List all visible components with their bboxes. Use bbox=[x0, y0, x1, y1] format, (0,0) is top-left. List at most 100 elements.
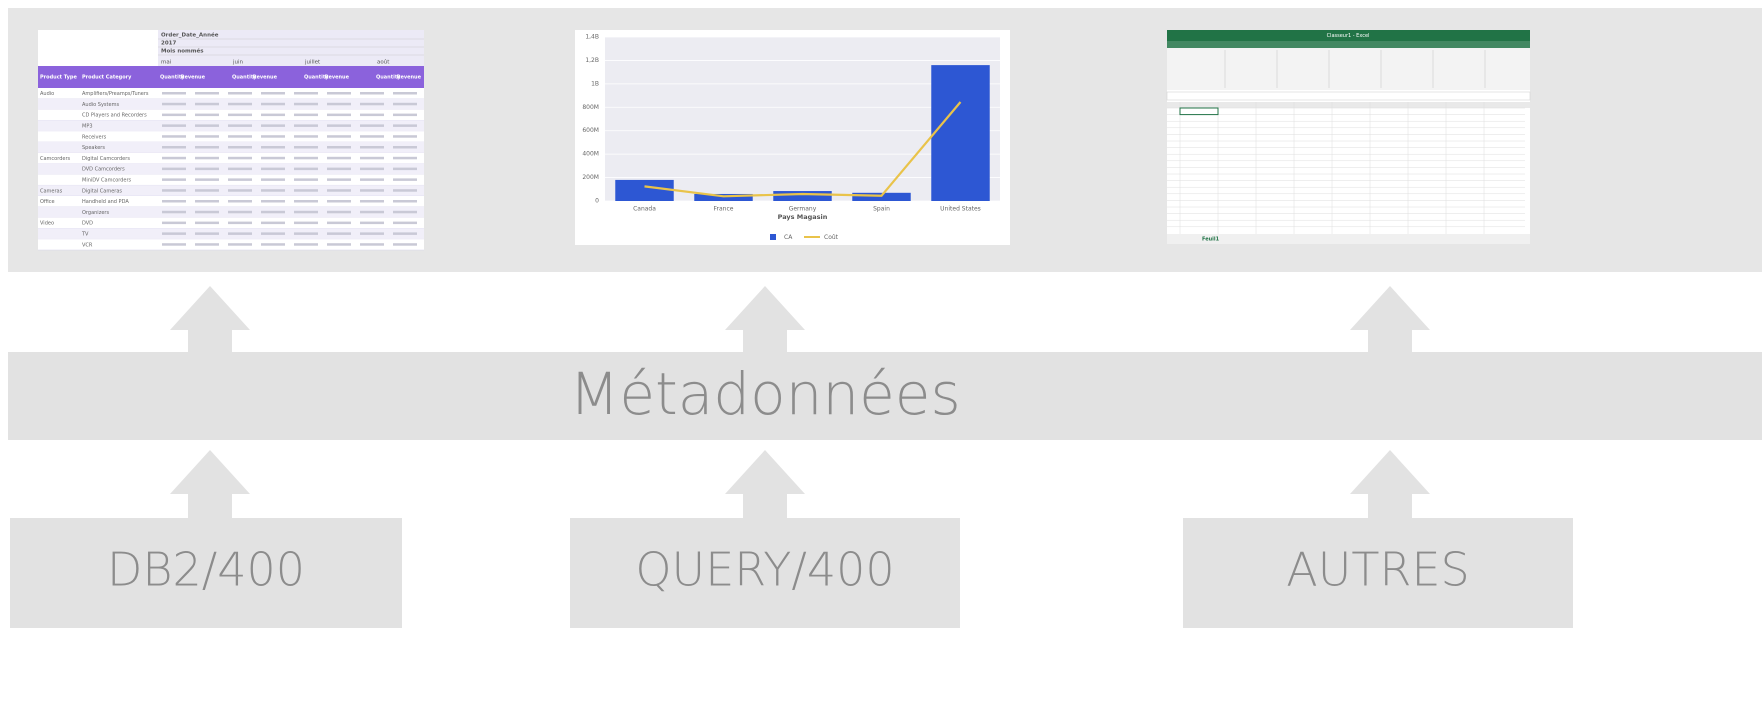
cell-figure bbox=[228, 243, 252, 246]
window-title: Classeur1 - Excel bbox=[1327, 33, 1370, 39]
row-text: MP3 bbox=[82, 124, 93, 130]
cell-figure bbox=[327, 189, 351, 192]
header-text: 2017 bbox=[161, 41, 176, 47]
cell-figure bbox=[228, 135, 252, 138]
cell-figure bbox=[360, 178, 384, 181]
cell-figure bbox=[393, 222, 417, 225]
cell-figure bbox=[294, 243, 318, 246]
cell-figure bbox=[228, 114, 252, 117]
cell-figure bbox=[327, 211, 351, 214]
row-text: Digital Cameras bbox=[82, 188, 122, 194]
cell-figure bbox=[393, 103, 417, 106]
cell-figure bbox=[294, 211, 318, 214]
cell-figure bbox=[261, 135, 285, 138]
row-text: Office bbox=[40, 199, 55, 205]
cell-figure bbox=[393, 168, 417, 171]
cell-figure bbox=[195, 189, 219, 192]
cell-figure bbox=[327, 135, 351, 138]
x-tick-label: Canada bbox=[633, 206, 656, 213]
cell-figure bbox=[228, 146, 252, 149]
cell-figure bbox=[195, 114, 219, 117]
row-text: Handheld and PDA bbox=[82, 199, 129, 205]
cell-figure bbox=[327, 232, 351, 235]
cell-figure bbox=[294, 222, 318, 225]
cell-figure bbox=[360, 124, 384, 127]
formula-bar bbox=[1167, 92, 1530, 100]
cell-figure bbox=[327, 103, 351, 106]
y-tick-label: 1B bbox=[591, 80, 599, 87]
row-text: Receivers bbox=[82, 134, 107, 140]
cell-figure bbox=[261, 168, 285, 171]
sheet-bar bbox=[1167, 234, 1530, 244]
cell-figure bbox=[261, 103, 285, 106]
cell-figure bbox=[162, 211, 186, 214]
cell-figure bbox=[261, 124, 285, 127]
cell-figure bbox=[228, 178, 252, 181]
cell-figure bbox=[393, 135, 417, 138]
y-tick-label: 600M bbox=[582, 127, 599, 134]
cell-figure bbox=[261, 178, 285, 181]
cell-figure bbox=[360, 189, 384, 192]
cell-figure bbox=[360, 103, 384, 106]
cell-figure bbox=[360, 114, 384, 117]
cell-figure bbox=[360, 92, 384, 95]
cell-figure bbox=[327, 157, 351, 160]
cell-figure bbox=[261, 114, 285, 117]
bar bbox=[773, 191, 831, 201]
column-header: Revenue bbox=[325, 75, 350, 81]
cell-figure bbox=[393, 124, 417, 127]
cell-figure bbox=[228, 200, 252, 203]
cell-figure bbox=[195, 168, 219, 171]
cell-figure bbox=[162, 200, 186, 203]
row-text: MiniDV Camcorders bbox=[82, 178, 132, 184]
legend-label: Coût bbox=[824, 234, 839, 241]
cell-figure bbox=[360, 135, 384, 138]
cell-figure bbox=[393, 178, 417, 181]
row-text: Audio Systems bbox=[82, 102, 119, 108]
cell-figure bbox=[228, 157, 252, 160]
column-header: Revenue bbox=[253, 75, 278, 81]
y-tick-label: 200M bbox=[582, 174, 599, 181]
cell-figure bbox=[327, 124, 351, 127]
cell-figure bbox=[261, 189, 285, 192]
cell-figure bbox=[327, 178, 351, 181]
cell-figure bbox=[294, 103, 318, 106]
column-header-row bbox=[1167, 102, 1530, 108]
cell-figure bbox=[327, 146, 351, 149]
row-text: Organizers bbox=[82, 210, 109, 216]
cell-figure bbox=[228, 92, 252, 95]
month-label: août bbox=[377, 59, 390, 66]
row-text: TV bbox=[81, 232, 89, 238]
x-tick-label: Spain bbox=[873, 206, 890, 213]
cell-figure bbox=[162, 178, 186, 181]
cell-figure bbox=[327, 114, 351, 117]
cell-figure bbox=[327, 168, 351, 171]
month-label: mai bbox=[161, 60, 172, 66]
cell-figure bbox=[228, 168, 252, 171]
source-label: AUTRES bbox=[1286, 543, 1469, 597]
cell-figure bbox=[261, 211, 285, 214]
column-header: Revenue bbox=[397, 75, 422, 81]
arrow-up bbox=[725, 450, 805, 520]
arrow-up bbox=[725, 286, 805, 354]
cell-figure bbox=[228, 124, 252, 127]
row-text: Audio bbox=[40, 91, 54, 97]
cell-figure bbox=[294, 200, 318, 203]
cell-figure bbox=[261, 200, 285, 203]
cell-figure bbox=[195, 157, 219, 160]
row-text: Video bbox=[40, 221, 54, 227]
cell-figure bbox=[393, 200, 417, 203]
x-tick-label: United States bbox=[940, 206, 981, 213]
row-text: CD Players and Recorders bbox=[82, 113, 147, 119]
y-tick-label: 800M bbox=[582, 104, 599, 111]
cell-figure bbox=[162, 168, 186, 171]
bar bbox=[931, 65, 989, 201]
y-tick-label: 1,4B bbox=[585, 34, 599, 41]
cell-figure bbox=[162, 189, 186, 192]
cell-figure bbox=[393, 232, 417, 235]
cell-figure bbox=[360, 243, 384, 246]
cell-figure bbox=[195, 135, 219, 138]
cell-figure bbox=[195, 211, 219, 214]
ribbon bbox=[1167, 48, 1530, 90]
cell-figure bbox=[195, 243, 219, 246]
